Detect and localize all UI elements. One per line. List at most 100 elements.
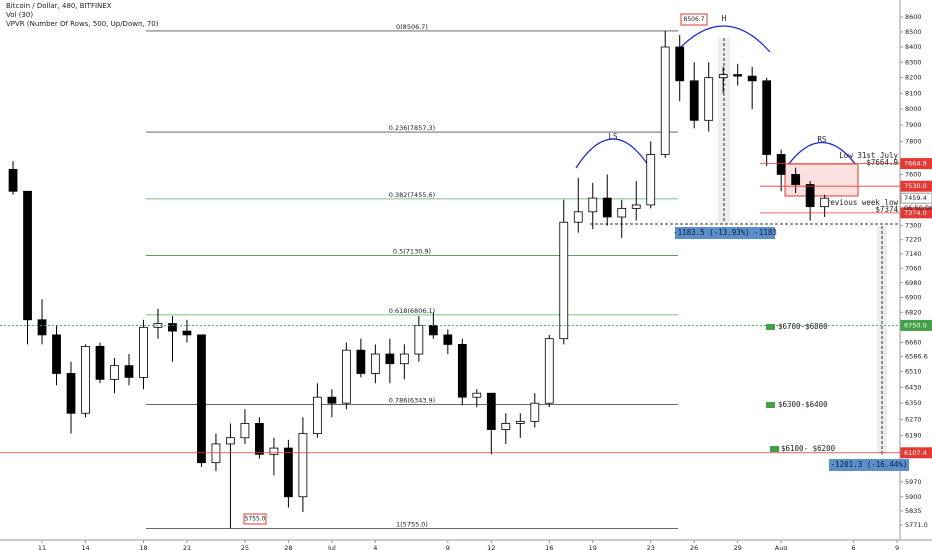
price-label-box <box>900 192 932 204</box>
candle-body <box>501 422 511 430</box>
candle-body <box>269 447 279 455</box>
x-tick-label: Jul <box>327 544 336 550</box>
candle-body <box>631 204 641 209</box>
candle-body <box>530 402 540 422</box>
fib-label: 1(5755.0) <box>396 520 428 528</box>
candle-body <box>762 80 772 155</box>
candle-body <box>457 344 467 398</box>
y-tick-label: 8400 <box>905 43 922 51</box>
candle-body <box>544 338 554 404</box>
candle-body <box>428 325 438 336</box>
x-tick-label: 25 <box>241 544 249 550</box>
candle-body <box>443 334 453 345</box>
candle-body <box>472 392 482 398</box>
x-tick-label: 11 <box>38 544 46 550</box>
low-label-box <box>243 513 267 525</box>
annotation: Low 31st July <box>839 151 898 160</box>
candle-body <box>805 184 815 208</box>
price-label: 7664.9 <box>904 160 927 168</box>
candle-body <box>81 345 90 414</box>
candle-body <box>617 207 627 218</box>
candle-body <box>791 174 801 185</box>
price-label: 7374.0 <box>904 209 927 217</box>
candle-body <box>486 392 496 430</box>
zone-label: $6700-$6800 <box>778 322 828 331</box>
candle-body <box>197 334 206 464</box>
candle-body <box>66 373 76 414</box>
candle-body <box>95 345 105 380</box>
candle-body <box>515 420 525 424</box>
annotation: $7664.9 <box>866 158 898 167</box>
measure-bar <box>877 226 887 454</box>
measure-box <box>675 227 775 239</box>
x-tick-label: 14 <box>81 544 89 550</box>
fib-label: 0(8506.7) <box>396 23 428 31</box>
candle-body <box>399 353 409 365</box>
low-label: 5755.0 <box>245 516 266 523</box>
subtitle: VPVR (Number Of Rows, 500, Up/Down, 70) <box>6 20 159 28</box>
annotation: Previous week low <box>821 198 898 207</box>
y-tick-label: 8300 <box>905 58 922 66</box>
price-label-box <box>900 319 932 331</box>
chart-title: Bitcoin / Dollar, 480, BITFINEX <box>6 2 112 10</box>
x-tick-label: 26 <box>690 544 698 550</box>
candle-body <box>356 349 366 374</box>
candle-body <box>646 154 656 206</box>
candle-body <box>689 80 699 121</box>
price-label: 6750.0 <box>904 321 927 329</box>
zone-label: $6300-$6400 <box>778 400 828 409</box>
subtitle: Vol (30) <box>6 11 33 19</box>
x-tick-label: 9 <box>446 544 450 550</box>
price-label-box <box>900 447 932 459</box>
x-tick-label: 29 <box>734 544 742 550</box>
fib-label: 0.618(6806.1) <box>389 307 435 315</box>
candle-body <box>124 365 134 378</box>
x-tick-label: 21 <box>183 544 191 550</box>
candle-body <box>139 326 148 378</box>
head-arc <box>675 25 771 53</box>
price-label: 7459.4 <box>904 194 927 202</box>
candle-body <box>718 74 728 79</box>
candle-body <box>52 334 61 374</box>
fib-label: 0.382(7455.6) <box>389 191 435 199</box>
candle-body <box>23 190 32 321</box>
y-tick-label: 7060 <box>905 264 922 272</box>
y-tick-label: 6900 <box>905 293 922 301</box>
candle-body <box>385 353 395 365</box>
x-tick-label: 16 <box>545 544 553 550</box>
x-tick-label: 28 <box>284 544 292 550</box>
y-tick-label: 5835 <box>905 507 922 515</box>
x-tick-label: 12 <box>487 544 495 550</box>
y-tick-label: 6270 <box>905 415 922 423</box>
y-tick-label: 8000 <box>905 105 922 113</box>
candle-body <box>820 197 830 208</box>
y-tick-label: 6350 <box>905 399 922 407</box>
y-tick-label: 7600 <box>905 170 922 178</box>
candle-body <box>298 433 308 498</box>
measure-label: -1201.3 (-16.44%) <box>831 460 908 469</box>
high-label: 8506.7 <box>684 16 705 23</box>
x-tick-label: 19 <box>589 544 597 550</box>
marks-group: 0(8506.7) 0.236(7857.3) 0.382(7455.6) 0.5(7… <box>0 23 900 529</box>
candle-body <box>168 323 177 332</box>
candle-body <box>414 325 424 355</box>
price-label: 7530.0 <box>904 182 927 190</box>
price-label-box <box>900 180 932 192</box>
measure-box <box>829 459 909 471</box>
fib-label: 0.5(7130.9) <box>393 248 431 256</box>
price-label: 6107.4 <box>904 449 927 457</box>
x-tick-label: 6 <box>852 544 856 550</box>
candle-body <box>284 447 293 498</box>
candle-body <box>573 211 583 223</box>
y-tick-label: 8200 <box>905 74 922 82</box>
y-tick-label: 7900 <box>905 121 922 129</box>
y-tick-label: 6430 <box>905 383 922 391</box>
fib-label: 0.236(7857.3) <box>389 124 435 132</box>
candle-body <box>110 365 119 380</box>
zone-flag <box>770 446 779 452</box>
y-tick-label: 8100 <box>905 89 922 97</box>
left-shoulder-arc <box>575 138 651 169</box>
candle-body <box>733 74 743 77</box>
x-tick-label: 23 <box>647 544 655 550</box>
